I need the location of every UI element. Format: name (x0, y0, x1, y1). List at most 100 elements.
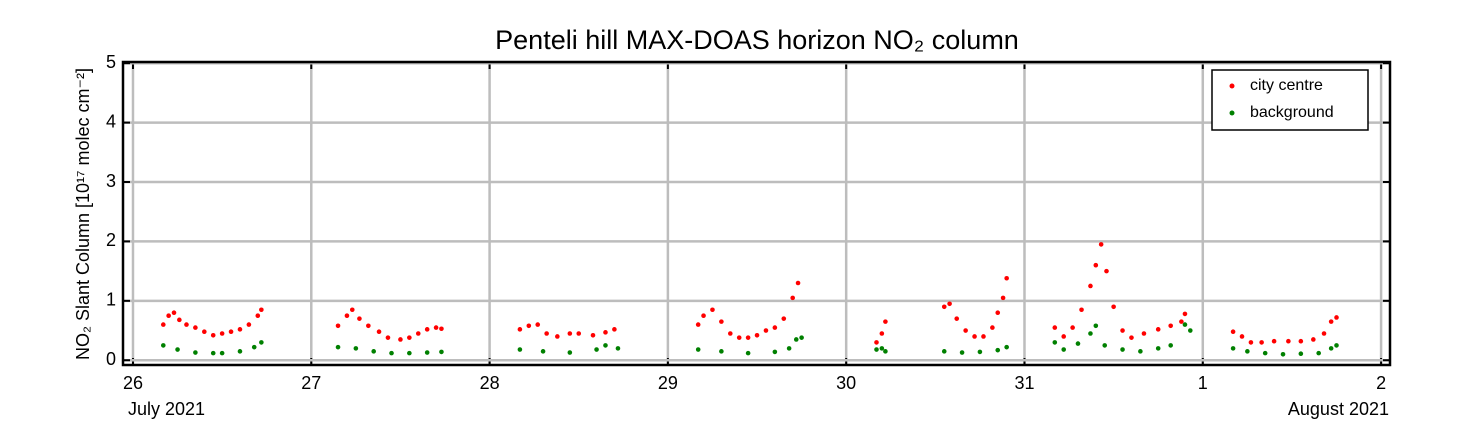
y-tick-label: 1 (106, 290, 116, 310)
data-point (772, 325, 778, 330)
data-point (1334, 343, 1339, 348)
annotation: July 2021 (128, 399, 205, 419)
data-point (1230, 346, 1236, 351)
data-point (795, 280, 801, 286)
data-point (977, 349, 983, 355)
data-point (1321, 331, 1327, 336)
data-point (1188, 328, 1193, 333)
data-point (175, 347, 180, 352)
data-point (590, 332, 596, 338)
x-tick-label: 27 (301, 373, 321, 393)
data-point (745, 335, 751, 340)
data-point (251, 344, 257, 350)
data-point (793, 337, 799, 342)
data-point (517, 347, 523, 352)
data-point (1179, 319, 1184, 324)
data-point (415, 331, 421, 336)
annotation: August 2021 (1288, 399, 1389, 419)
data-point (995, 310, 1001, 316)
x-tick-label: 30 (836, 373, 856, 393)
data-point (701, 313, 706, 318)
data-point (228, 329, 234, 335)
x-tick-label: 26 (123, 373, 143, 393)
data-point (981, 334, 986, 339)
data-point (193, 325, 198, 330)
data-point (874, 340, 879, 345)
data-point (990, 325, 995, 330)
data-point (184, 322, 189, 327)
data-point (1155, 346, 1161, 351)
data-point (1052, 340, 1058, 345)
data-point (210, 350, 216, 356)
data-point (424, 327, 430, 332)
data-point (954, 316, 960, 321)
data-point (1061, 334, 1067, 339)
data-point (612, 327, 617, 332)
plot-frame (121, 60, 1392, 367)
data-point (727, 331, 733, 336)
data-point (883, 319, 888, 324)
data-point (719, 349, 724, 354)
data-point (603, 330, 608, 335)
data-point (177, 317, 182, 323)
data-point (1102, 343, 1108, 348)
data-point (995, 347, 1001, 353)
data-point (219, 350, 225, 356)
data-point (1120, 347, 1125, 352)
data-point (1070, 325, 1075, 330)
data-point (344, 313, 350, 318)
data-point (353, 346, 359, 351)
data-point (1316, 350, 1321, 356)
data-point (259, 307, 264, 313)
data-point (1141, 331, 1147, 336)
data-point (202, 329, 207, 335)
data-point (535, 322, 541, 327)
data-point (237, 327, 243, 332)
data-point (219, 331, 225, 336)
data-point (941, 304, 947, 310)
data-point (947, 301, 952, 307)
data-point (1280, 352, 1286, 357)
data-point (1093, 262, 1099, 268)
data-point (1052, 325, 1058, 330)
data-point (1311, 337, 1316, 342)
data-point (1155, 327, 1161, 332)
data-point (786, 346, 792, 351)
data-point (567, 350, 573, 355)
data-point (433, 325, 439, 330)
data-point (1120, 328, 1125, 333)
data-point (1098, 242, 1104, 247)
data-point (576, 331, 582, 336)
data-point (1286, 338, 1291, 344)
data-point (407, 335, 412, 340)
data-point (544, 331, 549, 336)
data-point (1328, 319, 1334, 324)
data-point (710, 307, 715, 313)
data-point (736, 335, 742, 340)
x-tick-label: 31 (1014, 373, 1034, 393)
data-point (160, 322, 166, 327)
data-point (439, 326, 444, 332)
data-point (439, 349, 444, 355)
x-tick-label: 28 (480, 373, 500, 393)
data-point (959, 350, 965, 355)
data-point (389, 350, 394, 356)
data-point (1262, 350, 1268, 356)
data-point (1182, 311, 1188, 317)
data-point (193, 350, 198, 355)
data-point (1271, 338, 1277, 344)
data-point (567, 331, 573, 336)
data-point (1259, 340, 1264, 345)
data-point (1138, 349, 1143, 354)
data-point (1000, 295, 1006, 301)
data-point (424, 350, 430, 355)
data-point (1298, 338, 1304, 344)
x-tick-label: 2 (1376, 373, 1386, 393)
data-point (615, 346, 621, 351)
data-point (883, 349, 888, 354)
data-point (1004, 275, 1009, 281)
x-tick-label: 29 (658, 373, 678, 393)
data-point (874, 347, 879, 352)
